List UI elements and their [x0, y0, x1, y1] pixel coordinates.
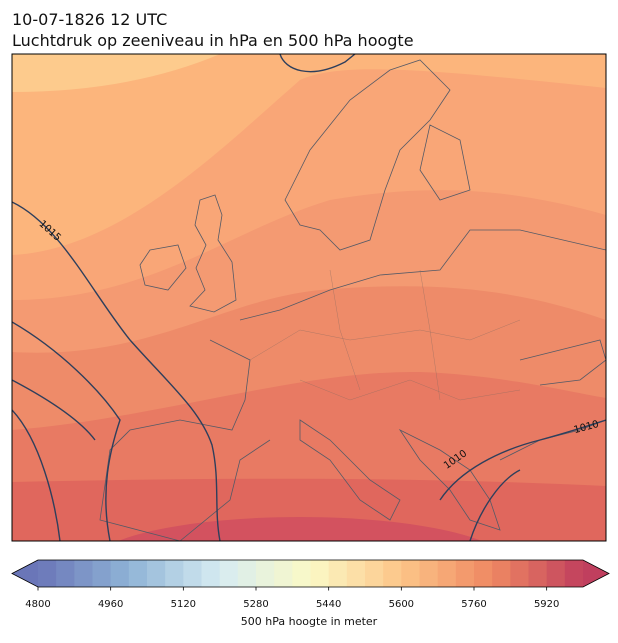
colorbar-cell: [310, 560, 330, 587]
colorbar-cell: [546, 560, 566, 587]
colorbar-cell: [201, 560, 221, 587]
isobar: [12, 201, 221, 541]
colorbar-tick-label: 5120: [171, 599, 196, 610]
colorbar-cell: [455, 560, 475, 587]
colorbar-tick-label: 5760: [461, 599, 486, 610]
isobar: [279, 54, 356, 73]
map: [12, 54, 606, 541]
colorbar-cell: [183, 560, 202, 587]
colorbar-cell: [147, 560, 166, 587]
colorbar-tick-label: 5920: [534, 599, 559, 610]
colorbar-tick-label: 4960: [98, 599, 123, 610]
colorbar-cell: [401, 560, 420, 587]
colorbar-tick-label: 5280: [243, 599, 268, 610]
height-band: [12, 478, 606, 541]
border: [249, 269, 521, 401]
colorbar-cell: [564, 560, 584, 587]
colorbar-cell: [328, 560, 348, 587]
height-band: [118, 517, 482, 541]
colorbar-cell: [510, 560, 529, 587]
colorbar-cell: [74, 560, 93, 587]
colorbar-cell: [38, 560, 57, 587]
colorbar-cell: [528, 560, 548, 587]
colorbar-tick-label: 5600: [389, 599, 414, 610]
colorbar-cell: [128, 560, 148, 587]
colorbar-cell: [219, 560, 239, 587]
colorbar-cell: [474, 560, 493, 587]
coastline: [398, 428, 501, 531]
colorbar-cell: [437, 560, 457, 587]
coastline: [419, 124, 471, 201]
isobar: [439, 419, 606, 541]
colorbar-cell: [365, 560, 384, 587]
subtitle: Luchtdruk op zeeniveau in hPa en 500 hPa…: [12, 31, 414, 50]
colorbar-tick-label: 4800: [25, 599, 50, 610]
coastline: [139, 244, 187, 291]
colorbar-cell: [256, 560, 275, 587]
coastline: [189, 194, 237, 313]
colorbar-cell: [274, 560, 293, 587]
coastline: [299, 419, 401, 521]
colorbar-cell: [492, 560, 511, 587]
map-frame: [11, 53, 607, 542]
colorbar-cell: [237, 560, 257, 587]
colorbar-cell: [419, 560, 439, 587]
coastline: [239, 229, 606, 321]
colorbar-cell: [110, 560, 130, 587]
colorbar-cell: [56, 560, 75, 587]
colorbar: 4800 4960 5120 5280 5440 5600 5760 5920: [11, 559, 610, 610]
colorbar-extend: [12, 560, 38, 587]
colorbar-cell: [383, 560, 402, 587]
colorbar-extend: [583, 560, 609, 587]
colorbar-cell: [346, 560, 366, 587]
colorbar-cell: [92, 560, 112, 587]
colorbar-tick-label: 5440: [316, 599, 341, 610]
title: 10-07-1826 12 UTC: [12, 10, 167, 29]
colorbar-cell: [292, 560, 311, 587]
isobar: [12, 321, 121, 541]
colorbar-label: 500 hPa hoogte in meter: [241, 615, 378, 628]
colorbar-outline: [11, 559, 610, 588]
isobar: [12, 379, 96, 541]
coastline: [99, 339, 271, 541]
colorbar-cell: [165, 560, 184, 587]
coastline: [284, 59, 451, 251]
